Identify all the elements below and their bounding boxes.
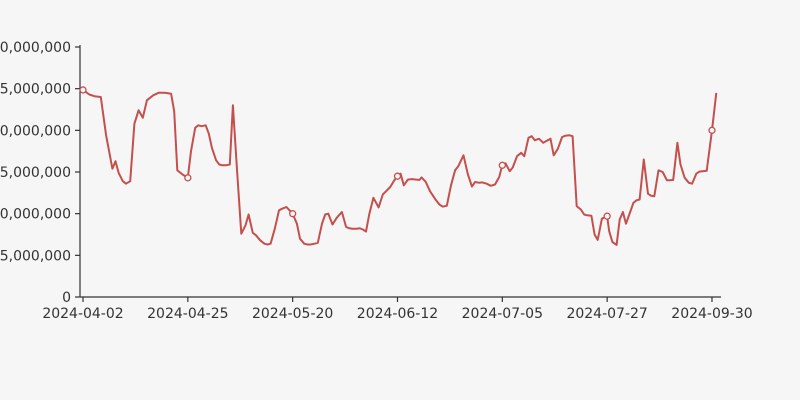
data-point-marker: [603, 212, 611, 220]
y-tick-label: 30,000,000: [0, 40, 71, 56]
data-point-marker: [393, 172, 402, 180]
y-tick-label: 25,000,000: [0, 82, 71, 98]
data-point-marker: [708, 126, 716, 134]
y-tick-label: 20,000,000: [0, 123, 71, 139]
x-tick-label: 2024-09-30: [671, 306, 752, 322]
x-tick-label: 2024-04-25: [147, 306, 228, 322]
y-tick-label: 5,000,000: [0, 248, 71, 264]
y-tick-label: 0: [62, 290, 71, 306]
y-tick-label: 15,000,000: [0, 165, 71, 181]
x-tick-label: 2024-05-20: [252, 306, 333, 322]
data-point-marker: [79, 86, 87, 94]
x-tick-label: 2024-07-27: [566, 306, 647, 322]
data-point-marker: [289, 210, 297, 218]
x-tick-label: 2024-06-12: [357, 306, 438, 322]
data-point-marker: [184, 174, 192, 182]
x-tick-label: 2024-07-05: [462, 306, 543, 322]
x-tick-label: 2024-04-02: [42, 306, 123, 322]
y-tick-label: 10,000,000: [0, 207, 71, 223]
series-line: [82, 88, 718, 246]
data-point-marker: [498, 161, 506, 169]
